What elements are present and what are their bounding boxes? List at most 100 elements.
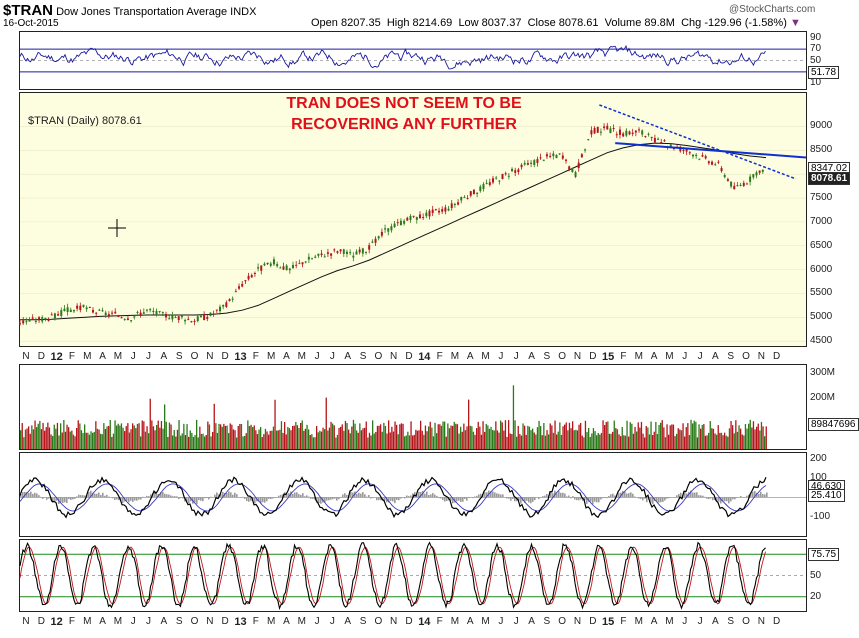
- volume-bar: [708, 432, 710, 449]
- volume-value: Volume 89.8M: [604, 17, 675, 29]
- volume-bar: [516, 436, 518, 449]
- oscillator-histogram-bar: [734, 497, 736, 500]
- volume-bar: [127, 423, 129, 449]
- oscillator-histogram-bar: [302, 493, 304, 498]
- volume-bar: [332, 423, 334, 449]
- volume-bar: [607, 421, 609, 449]
- volume-bar: [650, 421, 652, 449]
- x-tick-label: N: [206, 616, 214, 627]
- price-candle: [558, 153, 561, 155]
- oscillator-histogram-bar: [368, 495, 370, 498]
- oscillator-histogram-bar: [746, 495, 748, 498]
- price-candle: [158, 311, 161, 313]
- oscillator-histogram-bar: [704, 496, 706, 498]
- exchange: INDX: [230, 6, 257, 18]
- oscillator-histogram-bar: [750, 492, 752, 498]
- price-candle: [260, 265, 263, 271]
- dropdown-triangle-icon[interactable]: ▼: [789, 17, 801, 29]
- volume-bar: [72, 434, 75, 449]
- oscillator-histogram-bar: [726, 497, 728, 502]
- volume-bar: [455, 423, 457, 449]
- oscillator-histogram-bar: [116, 497, 118, 500]
- volume-bar: [48, 427, 51, 449]
- x-tick-label: A: [160, 351, 168, 362]
- price-candle: [66, 307, 69, 313]
- oscillator-histogram-bar: [578, 497, 580, 501]
- oscillator-histogram-bar: [232, 494, 234, 498]
- price-candle: [711, 161, 714, 165]
- price-candle: [339, 249, 342, 252]
- price-candle: [466, 198, 469, 200]
- oscillator-histogram-bar: [390, 497, 392, 501]
- volume-bar: [548, 434, 550, 449]
- price-candle: [174, 317, 177, 319]
- price-candle: [95, 312, 98, 314]
- volume-bar: [239, 423, 241, 449]
- volume-bar: [602, 420, 604, 449]
- oscillator-histogram-bar: [326, 497, 328, 501]
- price-candle: [222, 304, 225, 307]
- volume-bar: [762, 426, 764, 449]
- price-candle: [187, 318, 190, 320]
- price-candle: [130, 320, 133, 322]
- price-candle: [688, 152, 691, 154]
- price-candle: [326, 252, 329, 254]
- oscillator-histogram-bar: [396, 497, 398, 500]
- volume-bar: [373, 433, 375, 449]
- oscillator-histogram-bar: [384, 497, 386, 501]
- volume-bar: [644, 437, 646, 449]
- volume-bar: [21, 423, 23, 449]
- volume-bar: [592, 428, 595, 449]
- oscillator-histogram-bar: [678, 494, 680, 498]
- x-tick-label: S: [359, 616, 367, 627]
- price-candle: [28, 319, 31, 322]
- volume-bar: [136, 423, 139, 449]
- price-candle: [739, 184, 742, 186]
- volume-bar: [58, 435, 60, 449]
- volume-bar: [634, 426, 636, 449]
- chart-header: $TRAN Dow Jones Transportation Average I…: [3, 2, 256, 19]
- price-candle: [565, 159, 568, 161]
- volume-bar: [530, 430, 532, 449]
- x-tick-label: F: [68, 616, 75, 627]
- volume-bar: [175, 436, 177, 449]
- volume-bar: [744, 424, 747, 449]
- oscillator-histogram-bar: [104, 495, 106, 498]
- oscillator-histogram-bar: [294, 492, 296, 498]
- volume-bar: [231, 424, 233, 449]
- volume-bar: [212, 431, 214, 449]
- volume-bar: [365, 421, 367, 449]
- y-tick-label: 50: [810, 569, 822, 581]
- oscillator-histogram-bar: [416, 494, 418, 498]
- price-candle: [244, 280, 247, 282]
- x-tick-label: F: [620, 351, 627, 362]
- oscillator-histogram-bar: [204, 497, 206, 499]
- price-candle: [526, 163, 529, 165]
- x-tick-label: F: [620, 616, 627, 627]
- oscillator-histogram-bar: [70, 497, 72, 500]
- x-tick-label: M: [266, 351, 276, 362]
- price-candle: [155, 311, 158, 315]
- volume-bar: [448, 428, 451, 449]
- oscillator-histogram-bar: [338, 497, 340, 500]
- price-candle: [647, 133, 650, 135]
- volume-bar: [296, 425, 299, 449]
- volume-bar: [279, 429, 281, 449]
- oscillator-histogram-bar: [560, 492, 562, 498]
- y-tick-label: 300M: [810, 366, 836, 378]
- volume-bar: [442, 421, 444, 449]
- price-candle: [653, 137, 656, 143]
- volume-bar: [610, 433, 612, 449]
- price-candle: [304, 261, 307, 263]
- price-candle: [377, 236, 380, 239]
- price-candle: [69, 309, 72, 312]
- volume-bar: [268, 434, 270, 449]
- volume-bar: [128, 432, 131, 449]
- price-candle: [107, 314, 110, 316]
- price-candle: [393, 223, 396, 228]
- oscillator-histogram-bar: [114, 497, 116, 500]
- price-candle: [634, 130, 637, 133]
- oscillator-histogram-bar: [208, 497, 210, 500]
- oscillator-histogram-bar: [692, 492, 694, 498]
- volume-bar: [748, 423, 750, 449]
